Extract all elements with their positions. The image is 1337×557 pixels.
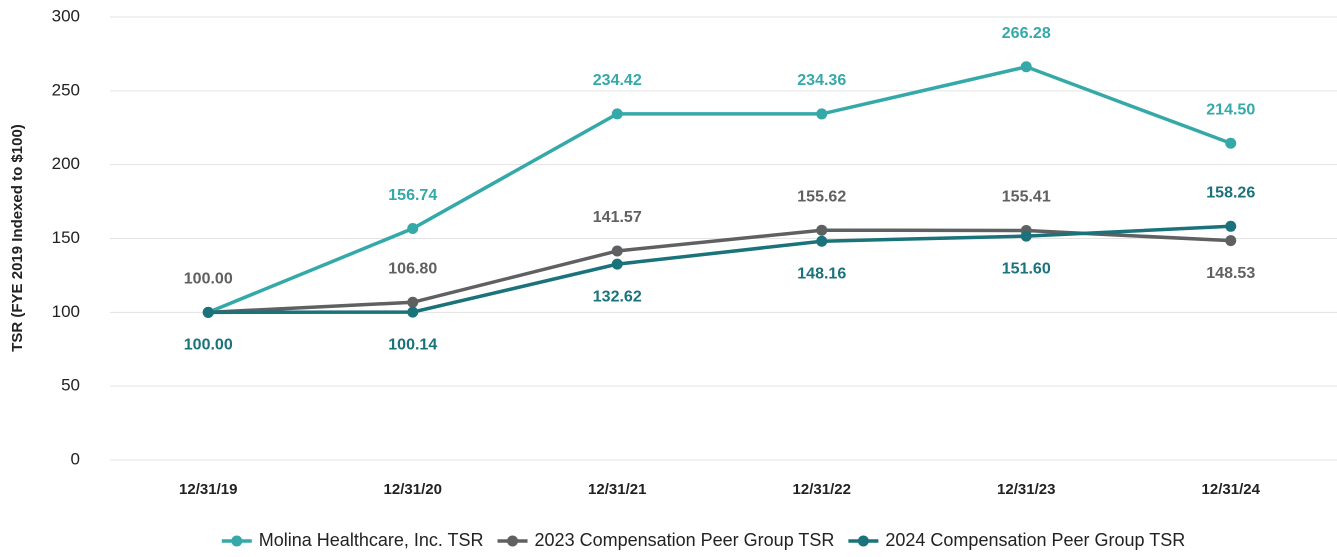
legend-marker [231, 535, 243, 547]
data-label: 100.00 [184, 271, 233, 288]
data-point [1225, 137, 1237, 149]
data-point [1020, 61, 1032, 73]
data-point [1225, 220, 1237, 232]
legend-marker [507, 535, 519, 547]
data-point [407, 306, 419, 318]
data-point [1225, 235, 1237, 247]
y-tick-label: 300 [52, 6, 80, 25]
data-point [816, 224, 828, 236]
legend-label: 2023 Compensation Peer Group TSR [535, 530, 835, 550]
y-axis-title: TSR (FYE 2019 Indexed to $100) [9, 124, 26, 352]
data-label: 148.53 [1206, 265, 1255, 282]
data-point [407, 223, 419, 235]
data-label: 214.50 [1206, 101, 1255, 118]
data-label: 155.41 [1002, 189, 1051, 206]
series-line [207, 64, 1232, 314]
data-label: 148.16 [797, 265, 846, 282]
x-tick-label: 12/31/19 [179, 481, 237, 498]
x-tick-label: 12/31/21 [588, 481, 646, 498]
data-label: 156.74 [388, 187, 437, 204]
legend-marker [857, 535, 869, 547]
legend-label: Molina Healthcare, Inc. TSR [259, 530, 484, 550]
data-point [1020, 230, 1032, 242]
data-label: 151.60 [1002, 260, 1051, 277]
data-label: 234.36 [797, 72, 846, 89]
x-tick-label: 12/31/22 [793, 481, 851, 498]
data-point [611, 245, 623, 257]
y-tick-label: 0 [71, 449, 80, 468]
data-point [816, 235, 828, 247]
data-point [611, 108, 623, 120]
series-line [208, 228, 1231, 315]
y-tick-label: 200 [52, 154, 80, 173]
x-tick-label: 12/31/23 [997, 481, 1055, 498]
x-tick-label: 12/31/20 [384, 481, 442, 498]
y-tick-label: 250 [52, 80, 80, 99]
data-label: 100.00 [184, 337, 233, 354]
data-label: 266.28 [1002, 25, 1051, 42]
data-label: 132.62 [593, 288, 642, 305]
legend: Molina Healthcare, Inc. TSR 2023 Compensa… [221, 530, 1185, 550]
y-tick-label: 50 [61, 376, 80, 395]
data-label: 234.42 [593, 72, 642, 89]
data-label: 158.26 [1206, 185, 1255, 202]
y-tick-label: 150 [52, 228, 80, 247]
data-label: 141.57 [593, 209, 642, 226]
y-tick-label: 100 [52, 302, 80, 321]
x-tick-label: 12/31/24 [1202, 481, 1261, 498]
data-point [407, 296, 419, 308]
data-point [202, 306, 214, 318]
data-label: 155.62 [797, 188, 846, 205]
legend-label: 2024 Compensation Peer Group TSR [885, 530, 1185, 550]
data-label: 100.14 [388, 336, 437, 353]
series-line [208, 224, 1231, 315]
data-label: 106.80 [388, 261, 437, 278]
data-point [611, 258, 623, 270]
data-point [816, 108, 828, 120]
